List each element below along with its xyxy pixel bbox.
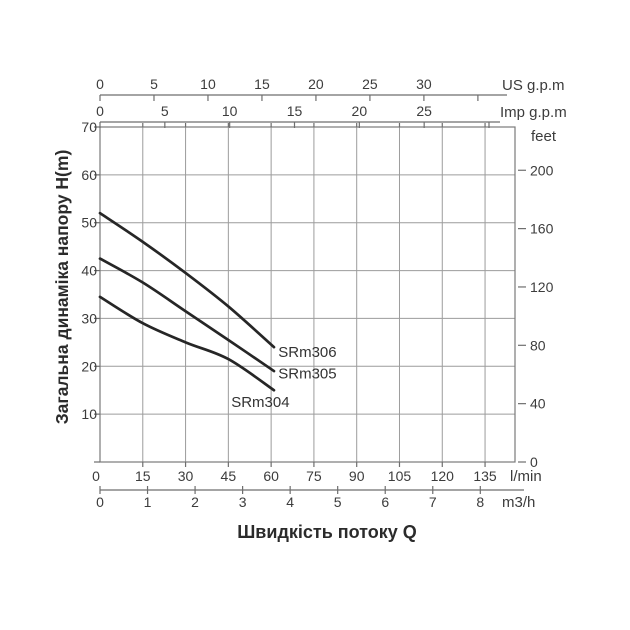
lmin-tick-label: 0: [92, 468, 100, 484]
pump-curve-SRm304: [98, 295, 276, 392]
us-gpm-axis-label: US g.p.m: [502, 77, 565, 94]
m3h-tick-label: 7: [429, 494, 437, 510]
imp-gpm-tick-label: 15: [287, 103, 303, 119]
lmin-tick-label: 135: [473, 468, 497, 484]
series-label-SRm306: SRm306: [278, 344, 336, 361]
series-label-SRm304: SRm304: [231, 394, 289, 411]
imp-gpm-tick-label: 20: [352, 103, 368, 119]
lmin-tick-label: 105: [388, 468, 412, 484]
feet-axis-label: feet: [531, 128, 557, 145]
meters-tick-label: 20: [81, 358, 97, 374]
feet-tick-label: 0: [530, 454, 538, 470]
m3h-tick-label: 0: [96, 494, 104, 510]
imp-gpm-axis-label: Imp g.p.m: [500, 104, 567, 121]
imp-gpm-tick-label: 0: [96, 103, 104, 119]
meters-tick-label: 40: [81, 263, 97, 279]
us-gpm-tick-label: 15: [254, 76, 270, 92]
lmin-tick-label: 75: [306, 468, 322, 484]
pump-curve-SRm306: [98, 211, 276, 349]
y-axis-title: Загальна динаміка напору H(m): [52, 150, 72, 425]
series-label-SRm305: SRm305: [278, 365, 336, 382]
m3h-tick-label: 8: [476, 494, 484, 510]
us-gpm-tick-label: 20: [308, 76, 324, 92]
m3h-axis-label: m3/h: [502, 494, 535, 511]
pump-curve-SRm305: [98, 257, 276, 373]
us-gpm-tick-label: 0: [96, 76, 104, 92]
us-gpm-tick-label: 10: [200, 76, 216, 92]
us-gpm-tick-label: 30: [416, 76, 432, 92]
m3h-tick-label: 5: [334, 494, 342, 510]
lmin-tick-label: 15: [135, 468, 151, 484]
imp-gpm-tick-label: 25: [416, 103, 432, 119]
grid-layer: [99, 126, 516, 463]
feet-tick-label: 80: [530, 337, 546, 353]
m3h-tick-label: 4: [286, 494, 294, 510]
m3h-tick-label: 3: [239, 494, 247, 510]
feet-tick-label: 200: [530, 162, 554, 178]
curves-layer: SRm306 SRm305 SRm304: [98, 211, 337, 411]
m3h-tick-label: 2: [191, 494, 199, 510]
us-gpm-tick-label: 25: [362, 76, 378, 92]
lmin-tick-label: 120: [431, 468, 455, 484]
meters-tick-label: 10: [81, 406, 97, 422]
meters-tick-label: 50: [81, 215, 97, 231]
meters-tick-label: 30: [81, 310, 97, 326]
feet-tick-label: 160: [530, 221, 554, 237]
imp-gpm-tick-label: 5: [161, 103, 169, 119]
lmin-tick-label: 45: [221, 468, 237, 484]
m3h-tick-label: 6: [381, 494, 389, 510]
plot-border: [99, 126, 516, 463]
feet-tick-label: 120: [530, 279, 554, 295]
lmin-tick-label: 30: [178, 468, 194, 484]
feet-tick-label: 40: [530, 396, 546, 412]
x-axis-title: Швидкість потоку Q: [237, 522, 417, 542]
m3h-tick-label: 1: [144, 494, 152, 510]
imp-gpm-tick-label: 10: [222, 103, 238, 119]
axes-layer: 0 5 10 15 20 25 300 5 10 15 20 250 15 30 45 60 75 90 105 12…: [81, 76, 553, 510]
lmin-tick-label: 90: [349, 468, 365, 484]
lmin-axis-label: l/min: [510, 468, 542, 485]
meters-tick-label: 70: [81, 119, 97, 135]
meters-tick-label: 60: [81, 167, 97, 183]
us-gpm-tick-label: 5: [150, 76, 158, 92]
lmin-tick-label: 60: [263, 468, 279, 484]
